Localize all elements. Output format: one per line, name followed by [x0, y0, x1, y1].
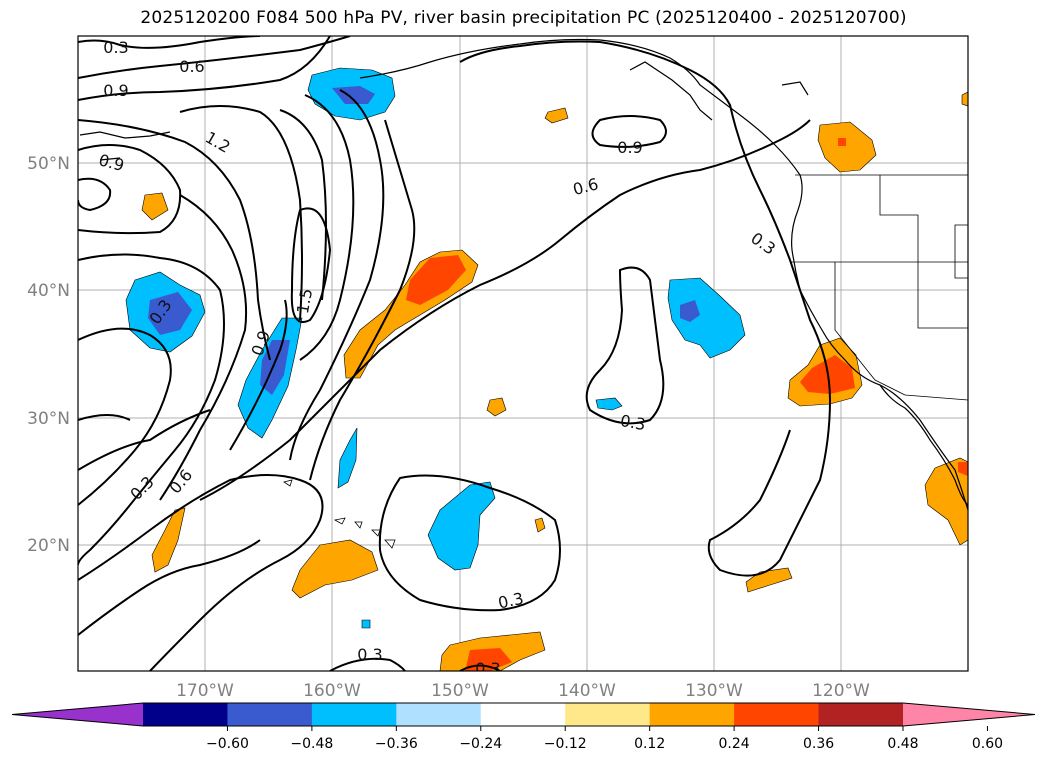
colorbar-segment: [818, 703, 904, 726]
colorbar-segment: [565, 703, 651, 726]
contour-label: 1.5: [293, 287, 316, 315]
colorbar: −0.60 −0.48 −0.36 −0.24 −0.12 0.12 0.24 0.36 0.4…: [11, 702, 1036, 752]
colorbar-segment: [227, 703, 313, 726]
pv-contours: [78, 36, 832, 671]
colorbar-tick-label: −0.12: [544, 736, 587, 752]
colorbar-segment: [649, 703, 735, 726]
contour-label: 0.3: [103, 38, 128, 57]
contour-label: 0.3: [475, 659, 500, 678]
colorbar-segment: [480, 703, 566, 726]
borders: [790, 174, 968, 401]
colorbar-tick-label: 0.36: [803, 736, 834, 752]
colorbar-tick-label: −0.36: [375, 736, 418, 752]
islands: [283, 479, 396, 549]
lon-label: 140°W: [558, 681, 616, 701]
map-content: 0.3 0.6 0.9 1.2 0.9 0.9 0.6 0.3 0.3 1.5 …: [78, 36, 968, 678]
map-title: 2025120200 F084 500 hPa PV, river basin …: [140, 8, 907, 28]
map-frame: [77, 35, 969, 672]
lon-label: 160°W: [303, 681, 361, 701]
colorbar-extend-high: [903, 703, 1035, 726]
colorbar-tick-label: 0.24: [719, 736, 750, 752]
colorbar-segment: [143, 703, 228, 726]
lon-label: 120°W: [812, 681, 870, 701]
colorbar-segment: [311, 703, 397, 726]
contour-label: 0.3: [357, 645, 382, 664]
contour-label: 0.3: [619, 411, 647, 434]
colorbar-tick-label: 0.60: [972, 736, 1003, 752]
colorbar-segment: [734, 703, 820, 726]
contour-label: 0.3: [496, 589, 525, 613]
lon-label: 130°W: [685, 681, 743, 701]
colorbar-tick-label: −0.48: [290, 736, 333, 752]
colorbar-tick-label: −0.60: [206, 736, 249, 752]
colorbar-tick-label: 0.48: [887, 736, 918, 752]
lat-label: 20°N: [27, 536, 70, 556]
colorbar-tick-label: −0.24: [459, 736, 502, 752]
lon-label: 150°W: [431, 681, 489, 701]
lon-label: 170°W: [176, 681, 234, 701]
contour-label: 0.9: [103, 81, 128, 100]
lat-label: 50°N: [27, 154, 70, 174]
lat-label: 40°N: [27, 281, 70, 301]
coastline: [79, 38, 968, 511]
colorbar-segment: [396, 703, 482, 726]
lat-label: 30°N: [27, 409, 70, 429]
contour-label: 0.9: [617, 138, 642, 157]
contour-label: 0.6: [179, 57, 204, 76]
colorbar-extend-low: [12, 703, 143, 726]
colorbar-tick-label: 0.12: [634, 736, 665, 752]
latitude-labels: 50°N 40°N 30°N 20°N: [27, 154, 70, 556]
longitude-labels: 170°W 160°W 150°W 140°W 130°W 120°W: [176, 681, 870, 701]
colorbar-outline: [11, 702, 1036, 727]
